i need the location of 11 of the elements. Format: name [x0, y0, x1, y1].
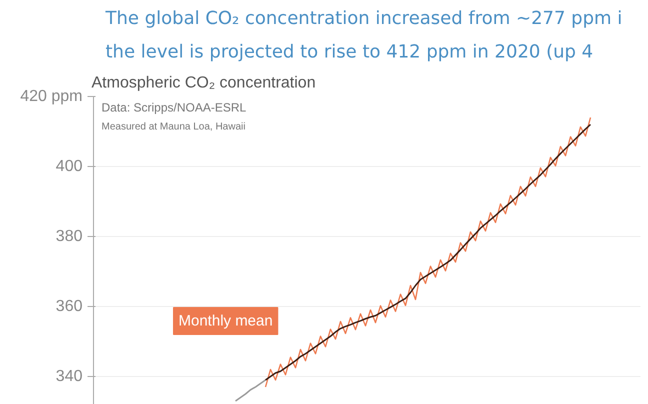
text: Monthly mean: [178, 312, 273, 330]
y-tick-label: 420 ppm: [20, 88, 82, 105]
annotation: Data: Scripps/NOAA-ESRL: [102, 100, 247, 114]
y-tick-label: 360: [56, 298, 83, 315]
y-tick-label: 340: [56, 368, 83, 385]
y-tick-label: 380: [56, 228, 83, 245]
annotation: Measured at Mauna Loa, Hawaii: [102, 122, 246, 132]
chart-title: The global CO₂ concentration increased from ~277 ppm i the level is projected to rise to 412 ppm in 2020 (up 4: [104, 8, 622, 62]
y-tick-label: 400: [56, 158, 83, 175]
chart-subtitle: Atmospheric CO₂ concentration: [92, 74, 316, 92]
line-series: [234, 379, 266, 402]
